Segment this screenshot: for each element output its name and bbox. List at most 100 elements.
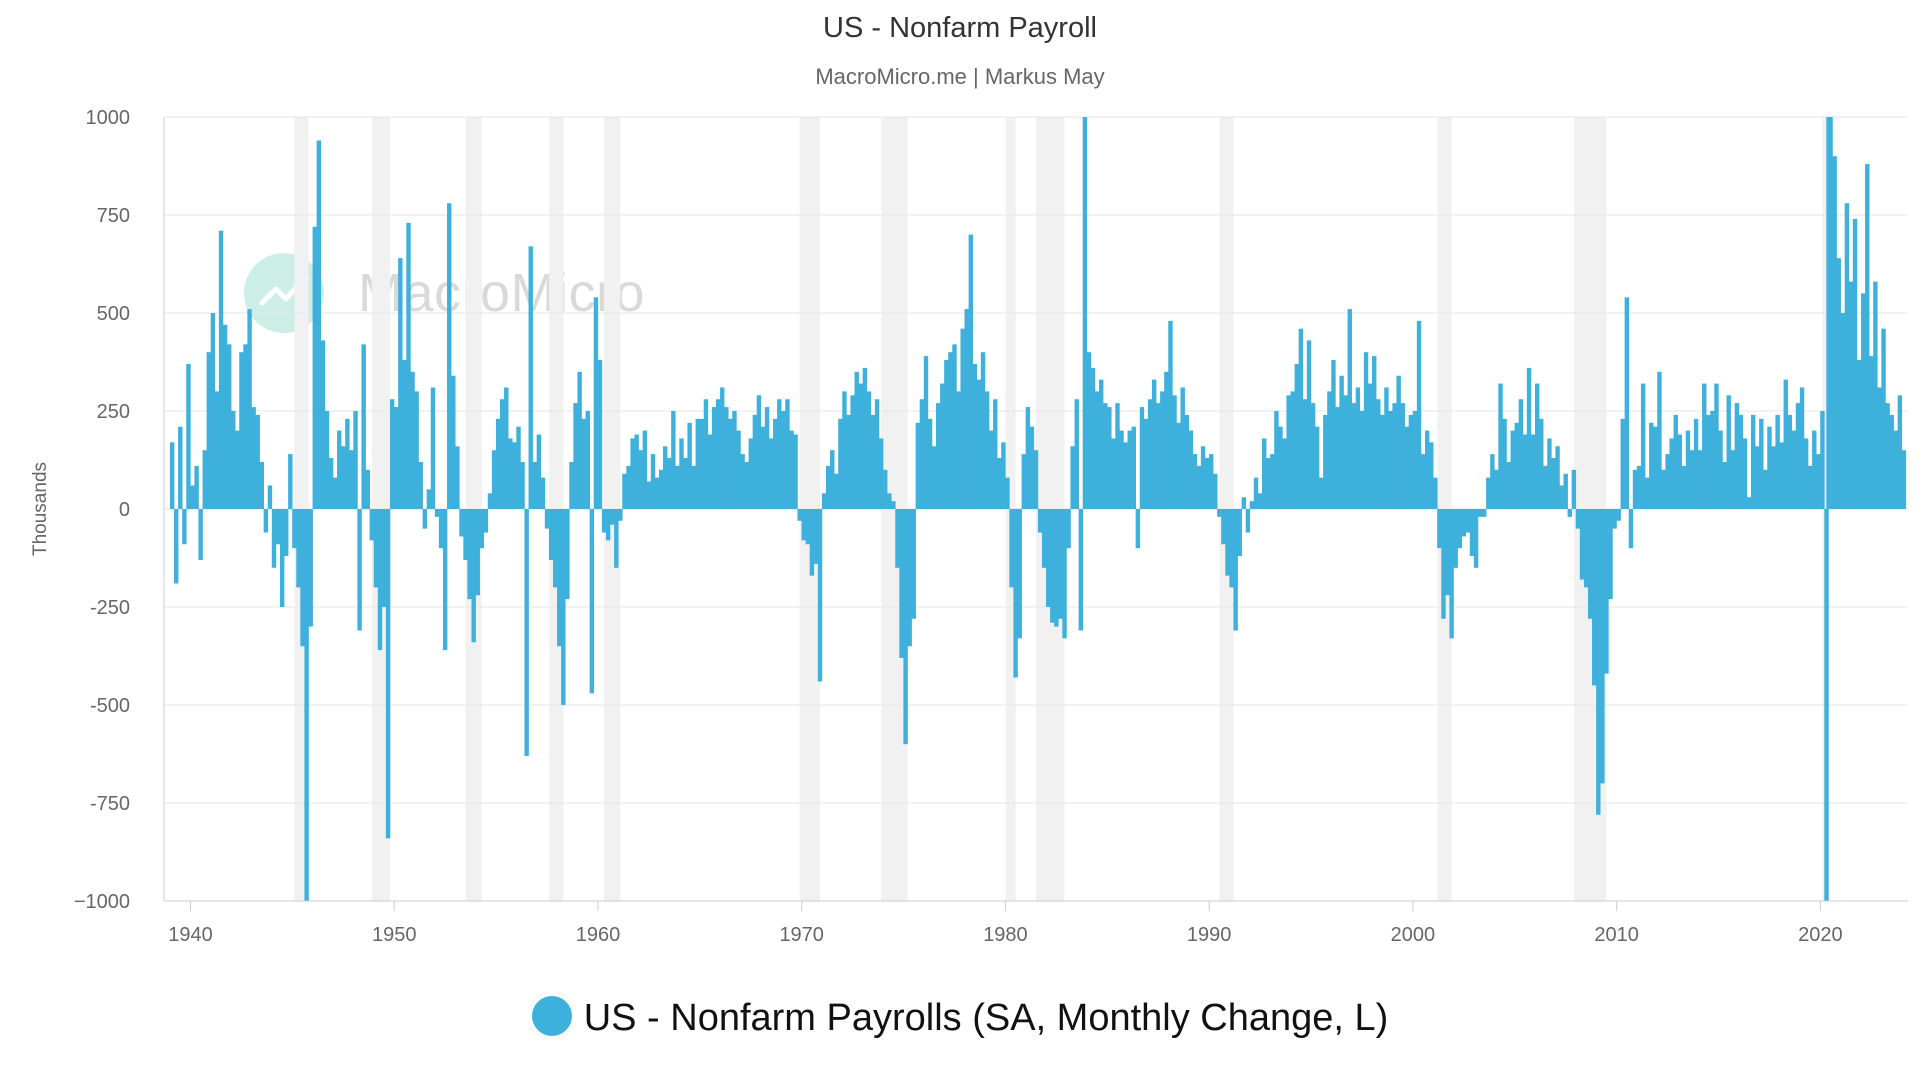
data-bar [862,367,868,509]
data-bar [948,352,953,509]
data-bar [1319,477,1324,509]
data-bar [1571,469,1577,509]
data-bar [483,509,489,533]
data-bar [198,509,203,560]
data-bar [1294,363,1299,509]
data-bar [169,442,175,509]
data-bar [1233,509,1238,631]
data-bar [703,399,709,509]
data-bar [1156,403,1161,509]
data-bar [1624,297,1630,509]
data-bar [1372,356,1377,509]
data-bar [1490,454,1495,509]
data-bar [1665,454,1670,509]
data-bar [671,411,676,509]
data-bar [1575,509,1581,529]
data-bar [373,509,379,588]
data-bar [1058,509,1063,619]
data-bar [182,509,187,545]
data-bar [557,509,562,647]
data-bar [1066,509,1071,549]
data-bar [520,461,525,509]
data-bar [1103,403,1108,509]
data-bar [463,509,468,560]
data-bar [838,418,843,509]
data-bar [1530,434,1536,509]
data-bar [1661,469,1666,509]
data-bar [1204,458,1210,509]
data-bar [1168,320,1173,509]
data-bar [573,403,578,509]
data-bar [1249,501,1255,509]
data-bar [1343,395,1348,509]
data-bar [1840,313,1846,509]
data-bar [707,434,713,509]
data-bar [1237,509,1242,557]
data-bar [927,418,933,509]
data-bar [1628,509,1634,549]
data-bar [1416,320,1422,509]
data-bar [842,391,847,509]
y-tick-label: -500 [90,695,130,717]
data-bar [593,297,599,509]
data-bar [1017,509,1022,639]
data-bar [1559,485,1564,509]
data-bar [451,375,456,509]
data-bar [377,509,383,651]
data-bar [1649,422,1654,509]
data-bar [1742,438,1748,509]
data-bar [825,465,831,509]
data-bar [1795,403,1801,509]
data-bar [1498,383,1503,509]
data-bar [1127,430,1132,509]
data-bar [654,477,660,509]
data-bar [581,418,586,509]
data-bar [614,509,619,568]
data-bar [715,399,721,509]
data-bar [214,391,220,509]
data-bar [316,140,322,509]
data-bar [1046,509,1051,607]
data-bar [1860,293,1866,509]
data-bar [1808,465,1813,509]
data-bar [430,387,436,509]
data-bar [487,493,493,509]
data-bar [1799,387,1805,509]
data-bar [699,418,705,509]
data-bar [1339,375,1344,509]
data-bar [1184,414,1189,509]
data-bar [1877,387,1882,509]
data-bar [630,438,635,509]
data-bar [1225,509,1230,576]
data-bar [504,387,509,509]
data-bar [1037,509,1043,533]
data-bar [1783,379,1788,509]
data-bar [940,383,945,509]
data-bar [341,446,346,509]
data-bar [1408,414,1414,509]
legend-series-marker [531,996,572,1036]
data-bar [675,465,680,509]
data-bar [777,399,782,509]
data-bar [1746,497,1752,509]
legend[interactable]: US - Nonfarm Payrolls (SA, Monthly Chang… [0,996,1920,1040]
data-bar [1229,509,1234,588]
data-bar [1579,509,1585,580]
data-bar [874,399,880,509]
data-bar [964,309,969,509]
data-bar [1697,450,1703,509]
data-bar [1653,426,1658,509]
data-bar [1143,418,1149,509]
data-bar [695,418,700,509]
data-bar [524,509,529,756]
data-bar [1306,340,1312,509]
data-bar [235,430,240,509]
y-tick-labels: 1000 750 500 250 0 -250 -500 -750 −1000 [74,107,130,913]
data-bar [1001,442,1006,509]
data-bar [222,324,228,509]
data-bar [830,450,835,509]
data-bar [1261,438,1267,509]
data-bar [1282,438,1287,509]
data-bar [255,414,260,509]
